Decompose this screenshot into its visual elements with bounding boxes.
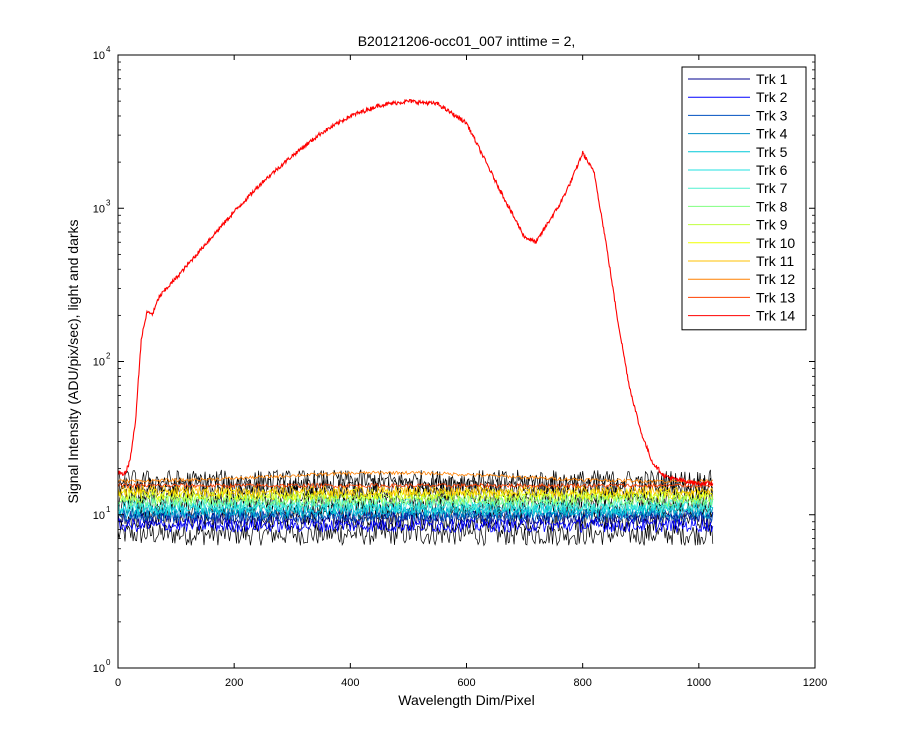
legend-label: Trk 12 [756,271,795,287]
legend-label: Trk 1 [756,71,788,87]
legend-label: Trk 5 [756,144,788,160]
x-axis-label: Wavelength Dim/Pixel [398,692,534,708]
chart-title: B20121206-occ01_007 inttime = 2, [358,33,576,49]
y-axis-label: Signal Intensity (ADU/pix/sec), light an… [65,219,81,503]
y-tick-label: 10 [93,50,105,62]
x-tick-label: 800 [573,677,591,689]
y-tick-exponent: 4 [106,45,111,54]
x-tick-label: 200 [225,677,243,689]
dark-frame-trace-1 [118,522,714,547]
legend-box [681,66,807,331]
x-tick-label: 1200 [803,677,827,689]
series-line-trk-13 [118,482,714,489]
y-tick-exponent: 0 [106,658,111,667]
legend-label: Trk 7 [756,180,788,196]
series-line-trk-14 [118,98,714,487]
series-line-trk-3 [118,508,714,524]
series-line-trk-7 [118,496,714,511]
legend-label: Trk 4 [756,126,788,142]
x-tick-label: 600 [457,677,475,689]
x-tick-label: 400 [341,677,359,689]
y-tick-label: 10 [93,663,105,675]
series-line-trk-11 [118,484,714,498]
y-tick-exponent: 1 [106,505,111,514]
legend: Trk 1 Trk 2 Trk 3 Trk 4 Trk 5 Trk 6 Trk 7 Trk 8… [681,66,807,331]
x-tick-label: 1000 [687,677,711,689]
legend-label: Trk 8 [756,198,788,214]
y-tick-exponent: 3 [106,198,111,207]
legend-label: Trk 13 [756,289,795,305]
y-tick-label: 10 [93,357,105,369]
legend-label: Trk 9 [756,217,788,233]
y-tick-label: 10 [93,203,105,215]
y-tick-exponent: 2 [106,352,111,361]
series-line-trk-6 [118,499,714,515]
x-tick-label: 0 [115,677,121,689]
legend-label: Trk 6 [756,162,788,178]
legend-label: Trk 3 [756,107,788,123]
series-line-trk-2 [118,517,714,534]
y-tick-label: 10 [93,510,105,522]
legend-label: Trk 11 [756,253,794,269]
series-layer [118,98,714,547]
legend-label: Trk 10 [756,235,795,251]
series-line-trk-12 [118,470,714,484]
legend-label: Trk 14 [756,308,795,324]
legend-label: Trk 2 [756,89,788,105]
